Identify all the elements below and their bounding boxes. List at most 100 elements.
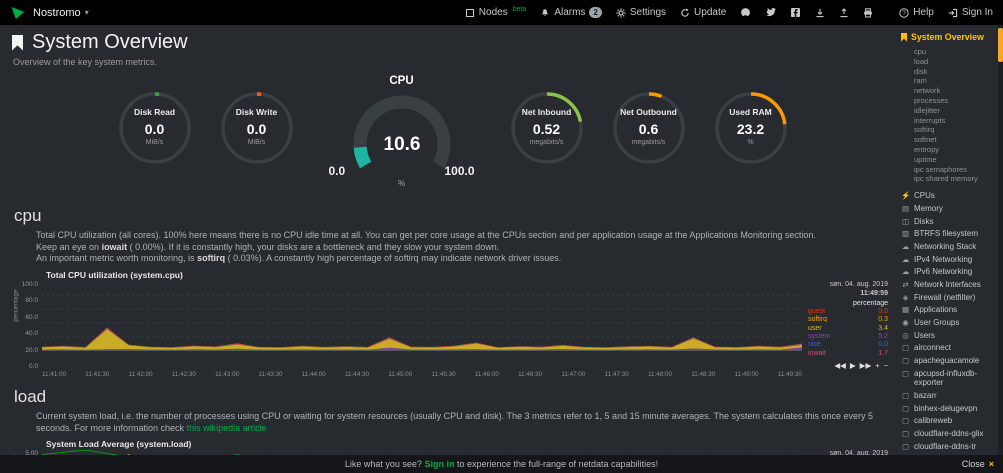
gauge-value: 0.0 [144, 121, 165, 137]
netdata-logo-icon [11, 7, 24, 19]
sidebar-subitem-softnet[interactable]: softnet [914, 135, 937, 145]
sidebar-item-airconnect[interactable]: ▢ airconnect [901, 343, 951, 353]
gauge-unit: megabits/s [631, 139, 666, 146]
play-icon[interactable]: ▶ [849, 361, 856, 371]
legend-row-iowait[interactable]: iowait 1.7 [808, 349, 888, 357]
legend-row-user[interactable]: user 3.4 [808, 324, 888, 332]
sidebar-item-users[interactable]: ◎ Users [902, 330, 935, 340]
wikipedia-link[interactable]: this wikipedia article [186, 422, 267, 433]
bottom-bar: Like what you see? Sign in to experience… [0, 455, 1003, 473]
gauge-title: Disk Write [235, 107, 278, 117]
sidebar-item-network-interfaces[interactable]: ⇄ Network Interfaces [902, 279, 981, 289]
help-button[interactable]: ? Help [899, 7, 934, 18]
x-tick: 11:43:30 [258, 371, 283, 379]
gauge-unit: % [747, 139, 754, 146]
legend-row-guest[interactable]: guest 0.0 [808, 307, 888, 315]
export-snapshot-button[interactable] [839, 7, 849, 18]
legend-unit: percentage [852, 299, 888, 307]
legend-date: søn. 04. aug. 2019 [829, 280, 888, 288]
gauge-used-ram[interactable]: Used RAM 23.2 % [708, 87, 794, 183]
sidebar-item-bazarr[interactable]: ▢ bazarr [901, 390, 937, 400]
sidebar-item-ipv6-networking[interactable]: ☁ IPv6 Networking [901, 267, 973, 277]
sidebar-subitem-disk[interactable]: disk [914, 66, 928, 76]
sidebar-subitem-ram[interactable]: ram [914, 76, 927, 86]
print-button[interactable] [863, 7, 873, 18]
sidebar-subitem-uptime[interactable]: uptime [914, 154, 937, 164]
pan-right-icon[interactable]: ▶▶ [859, 361, 872, 371]
cpu-chart-canvas[interactable] [42, 280, 802, 351]
cpu-chart-ylabel: percentage [12, 289, 20, 322]
sidebar-item-applications[interactable]: ▦ Applications [901, 305, 958, 315]
sidebar-subitem-cpu[interactable]: cpu [914, 47, 927, 56]
sidebar-subitem-entropy[interactable]: entropy [914, 144, 940, 154]
zoom-in-icon[interactable]: + [875, 361, 880, 371]
container-icon: ▢ [901, 403, 910, 413]
y-tick: 5.00 [25, 450, 38, 455]
sidebar-subitem-processes[interactable]: processes [914, 95, 949, 105]
settings-button[interactable]: Settings [616, 7, 666, 18]
legend-row-softirq[interactable]: softirq 0.3 [808, 316, 888, 324]
zoom-out-icon[interactable]: − [883, 361, 888, 371]
scrollbar-thumb[interactable] [998, 28, 1003, 62]
sidebar-scrollbar[interactable] [998, 25, 1003, 455]
sidebar-item-calibreweb[interactable]: ▢ calibreweb [901, 416, 953, 426]
alarms-button[interactable]: Alarms 2 [540, 7, 602, 18]
sidebar-item-btrfs-filesystem[interactable]: ▨ BTRFS filesystem [901, 229, 979, 239]
sidebar-item-system-overview[interactable]: System Overview [901, 32, 995, 42]
help-icon: ? [899, 7, 909, 18]
legend-row-nice[interactable]: nice 0.0 [808, 341, 888, 349]
sidebar-item-networking-stack[interactable]: ☁ Networking Stack [901, 241, 977, 251]
import-snapshot-button[interactable] [815, 8, 825, 18]
y-tick: 60.0 [25, 313, 38, 321]
sidebar-subitem-ipc-semaphores[interactable]: ipc semaphores [914, 164, 967, 174]
close-banner-button[interactable]: Close × [961, 459, 994, 469]
sidebar-subitem-softirq[interactable]: softirq [914, 125, 935, 135]
load-chart-yaxis: 5.004.003.00 [12, 450, 42, 455]
sidebar-item-user-groups[interactable]: ◉ User Groups [902, 318, 960, 328]
sidebar-item-cpus[interactable]: ⚡ CPUs [901, 191, 935, 201]
x-tick: 11:47:30 [604, 371, 629, 379]
cpu-chart-yaxis: 100.0 80.0 60.0 40.0 20.0 0.0 [12, 281, 42, 370]
sidebar-item-apcupsd-influxdb-exporter[interactable]: ▢ apcupsd-influxdb-exporter [901, 368, 978, 388]
load-chart-canvas[interactable] [42, 450, 802, 455]
sidebar-item-ipv4-networking[interactable]: ☁ IPv4 Networking [901, 254, 973, 264]
sidebar-item-binhex-delugevpn[interactable]: ▢ binhex-delugevpn [901, 403, 978, 413]
x-tick: 11:49:00 [734, 371, 759, 379]
gauge-min: 0.0 [328, 164, 346, 178]
gauge-net-inbound[interactable]: Net Inbound 0.52 megabits/s [504, 87, 590, 183]
update-button[interactable]: Update [680, 7, 726, 18]
cloud-icon: ☁ [901, 254, 910, 264]
sidebar-item-disks[interactable]: ◫ Disks [901, 216, 934, 226]
sidebar-item-cloudflare-ddns-glix[interactable]: ▢ cloudflare-ddns-glix [901, 429, 984, 439]
sidebar-subitem-ipc-shared-memory[interactable]: ipc shared memory [914, 174, 978, 184]
section-heading-cpu: cpu [14, 206, 42, 225]
gauge-disk-read[interactable]: Disk Read 0.0 MiB/s [112, 87, 198, 183]
signin-button[interactable]: Sign In [948, 7, 993, 18]
x-tick: 11:45:00 [388, 371, 413, 379]
sidebar-item-firewall-netfilter-[interactable]: ◈ Firewall (netfilter) [902, 292, 976, 302]
gauge-net-outbound[interactable]: Net Outbound 0.6 megabits/s [606, 87, 692, 183]
netdata-logo[interactable] [10, 5, 25, 20]
sidebar-subitem-network[interactable]: network [914, 86, 941, 96]
nodes-button[interactable]: Nodes beta [465, 6, 527, 18]
sidebar-subitem-idlejitter[interactable]: idlejitter [914, 105, 940, 115]
legend-row-system[interactable]: system 5.2 [808, 333, 888, 340]
facebook-button[interactable] [790, 7, 801, 18]
applications-icon: ▦ [901, 305, 910, 315]
sidebar-item-apacheguacamole[interactable]: ▢ apacheguacamole [901, 356, 980, 366]
hostname: Nostromo [33, 6, 81, 19]
sidebar-item-cloudflare-ddns-tr[interactable]: ▢ cloudflare-ddns-tr [901, 441, 977, 451]
gauge-cpu[interactable]: CPU 10.6 0.0 100.0 % [316, 75, 488, 188]
pan-left-icon[interactable]: ◀◀ [834, 361, 846, 371]
beta-badge: beta [512, 6, 527, 13]
sidebar-subitem-interrupts[interactable]: interrupts [914, 115, 946, 125]
gauge-disk-write[interactable]: Disk Write 0.0 MiB/s [214, 87, 300, 183]
sidebar-subitem-load[interactable]: load [914, 56, 929, 66]
bolt-icon: ⚡ [901, 191, 911, 201]
hdd-icon: ◫ [901, 216, 910, 226]
github-button[interactable] [740, 7, 751, 18]
twitter-button[interactable] [765, 7, 777, 18]
sidebar-item-memory[interactable]: ▤ Memory [901, 203, 943, 213]
hostname-menu[interactable]: Nostromo ▾ [33, 7, 89, 19]
footer-signin-link[interactable]: Sign in [424, 459, 455, 469]
